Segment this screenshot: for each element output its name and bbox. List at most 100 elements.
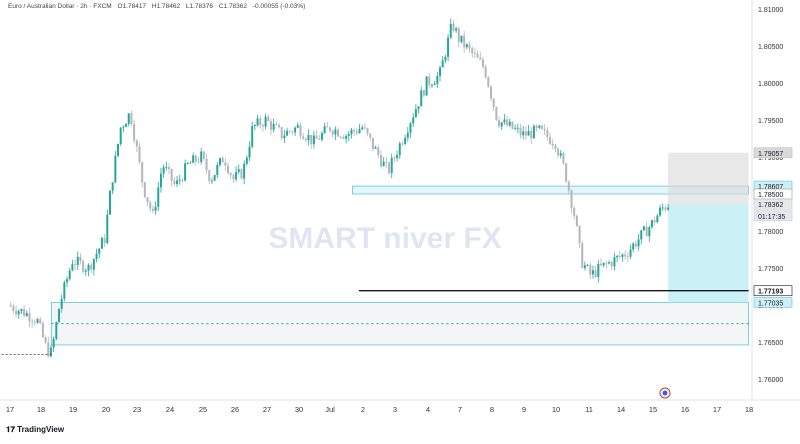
candle-body — [55, 322, 58, 339]
candle-body — [95, 253, 98, 259]
candle-body — [310, 134, 313, 145]
symbol-title: Euro / Australian Dollar · 2h · FXCM — [8, 3, 112, 10]
time-tick: 24 — [166, 405, 174, 414]
candle-body — [624, 254, 627, 257]
candle-body — [100, 238, 103, 249]
candle-body — [516, 127, 519, 129]
candle-body — [559, 153, 562, 156]
candle-body — [240, 169, 243, 179]
candle-body — [645, 226, 648, 237]
candle-body — [557, 148, 560, 156]
candle-body — [524, 131, 527, 136]
candle-body — [379, 155, 382, 167]
candle-body — [224, 162, 227, 166]
time-tick: 7 — [458, 405, 462, 414]
time-tick: 14 — [617, 405, 625, 414]
candle-body — [452, 24, 455, 31]
candle-body — [425, 76, 428, 96]
candle-body — [47, 342, 50, 357]
price-tick: 1.78000 — [758, 229, 783, 236]
candle-body — [441, 60, 444, 68]
candle-body — [108, 190, 111, 215]
candle-body — [589, 264, 592, 275]
candle-body — [406, 132, 409, 138]
open-value: O1.78417 — [117, 3, 147, 10]
candle-body — [417, 106, 420, 110]
candle-body — [404, 137, 407, 144]
candle-body — [608, 262, 611, 264]
candle-body — [653, 220, 656, 223]
candle-body — [261, 125, 264, 127]
candle-body — [243, 163, 246, 179]
candle-body — [433, 83, 436, 85]
candle-body — [307, 134, 310, 141]
candle-body — [385, 161, 388, 163]
candle-body — [570, 190, 573, 209]
candle-body — [146, 197, 149, 203]
candle-body — [162, 167, 165, 174]
price-label: 01:17:35 — [758, 214, 785, 221]
candle-body — [664, 207, 667, 210]
time-tick: 19 — [69, 405, 77, 414]
candle-body — [232, 175, 235, 180]
time-tick: 18 — [745, 405, 753, 414]
change-value: -0.00055 (-0.03%) — [252, 3, 306, 10]
candle-body — [366, 128, 369, 134]
candle-body — [111, 182, 114, 191]
candle-body — [618, 255, 621, 257]
high-value: H1.78462 — [151, 3, 181, 10]
candle-body — [181, 179, 184, 181]
price-label-box — [753, 285, 793, 297]
candle-body — [554, 145, 557, 149]
candle-body — [275, 124, 278, 126]
candle-body — [272, 124, 275, 130]
candle-body — [218, 158, 221, 165]
candle-body — [98, 248, 101, 254]
candle-body — [337, 129, 340, 137]
candle-body — [9, 305, 12, 307]
candle-body — [280, 127, 283, 139]
candle-body — [57, 308, 60, 323]
candle-body — [267, 116, 270, 121]
candle-body — [130, 113, 133, 124]
price-label-box — [753, 297, 793, 308]
candle-body — [573, 208, 576, 216]
candle-body — [286, 130, 289, 136]
candle-body — [259, 118, 262, 126]
time-tick: 30 — [295, 405, 303, 414]
time-tick: 10 — [552, 405, 560, 414]
candle-body — [463, 35, 466, 48]
grey-zone — [668, 152, 749, 205]
tradingview-logo[interactable]: 𝟏𝟕 TradingView — [6, 425, 64, 435]
candle-body — [629, 249, 632, 257]
candle-body — [125, 124, 128, 127]
candle-body — [151, 208, 154, 211]
candle-body — [519, 127, 522, 136]
candle-body — [200, 151, 203, 163]
candle-body — [621, 254, 624, 257]
candle-body — [60, 298, 63, 309]
candle-body — [269, 120, 272, 130]
candle-body — [74, 264, 77, 265]
candle-body — [457, 28, 460, 42]
candle-body — [82, 261, 85, 272]
candle-body — [302, 136, 305, 139]
candle-body — [127, 113, 130, 125]
candle-body — [522, 131, 525, 136]
time-tick: 27 — [263, 405, 271, 414]
candle-body — [114, 155, 117, 183]
time-tick: Jul — [325, 405, 335, 414]
candle-body — [374, 147, 377, 149]
candle-body — [471, 48, 474, 54]
candle-body — [76, 256, 79, 265]
candle-body — [288, 130, 291, 132]
candle-body — [68, 270, 71, 280]
candle-body — [119, 127, 122, 144]
candle-body — [648, 227, 651, 237]
chart-header: Euro / Australian Dollar · 2h · FXCM O1.… — [8, 3, 309, 10]
candle-body — [398, 143, 401, 156]
candle-body — [412, 117, 415, 124]
candle-body — [71, 264, 74, 271]
candle-body — [498, 119, 501, 127]
candle-body — [25, 313, 28, 316]
